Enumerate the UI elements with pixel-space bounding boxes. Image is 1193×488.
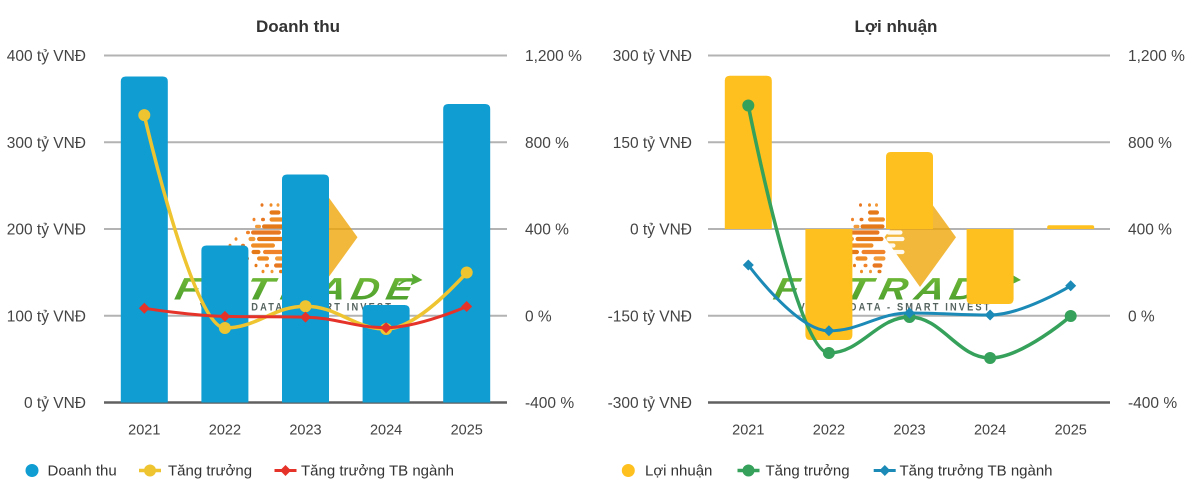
svg-text:Tăng trưởng TB ngành: Tăng trưởng TB ngành	[301, 463, 454, 480]
svg-text:800 %: 800 %	[525, 135, 569, 152]
svg-text:2021: 2021	[732, 423, 764, 439]
svg-text:2023: 2023	[893, 423, 925, 439]
svg-text:-300 tỷ VNĐ: -300 tỷ VNĐ	[608, 395, 692, 412]
svg-text:Lợi nhuận: Lợi nhuận	[855, 17, 938, 36]
svg-text:0 %: 0 %	[525, 308, 552, 325]
svg-text:200 tỷ VNĐ: 200 tỷ VNĐ	[7, 222, 86, 239]
svg-text:2021: 2021	[128, 423, 160, 439]
svg-text:100 tỷ VNĐ: 100 tỷ VNĐ	[7, 308, 86, 325]
svg-text:Tăng trưởng: Tăng trưởng	[168, 463, 252, 480]
svg-text:Lợi nhuận: Lợi nhuận	[645, 463, 712, 480]
svg-text:-150 tỷ VNĐ: -150 tỷ VNĐ	[608, 308, 692, 325]
svg-text:2024: 2024	[370, 423, 402, 439]
svg-text:1,200 %: 1,200 %	[1128, 48, 1185, 65]
svg-text:1,200 %: 1,200 %	[525, 48, 582, 65]
svg-text:2025: 2025	[1055, 423, 1087, 439]
svg-text:2022: 2022	[813, 423, 845, 439]
svg-text:2023: 2023	[289, 423, 321, 439]
svg-text:400 tỷ VNĐ: 400 tỷ VNĐ	[7, 48, 86, 65]
svg-text:0 %: 0 %	[1128, 308, 1155, 325]
svg-text:0 tỷ VNĐ: 0 tỷ VNĐ	[24, 395, 86, 412]
svg-text:Tăng trưởng: Tăng trưởng	[766, 463, 850, 480]
svg-text:-400 %: -400 %	[1128, 395, 1177, 412]
svg-text:2025: 2025	[451, 423, 483, 439]
svg-text:2024: 2024	[974, 423, 1006, 439]
svg-text:800 %: 800 %	[1128, 135, 1172, 152]
svg-text:150 tỷ VNĐ: 150 tỷ VNĐ	[613, 135, 692, 152]
svg-text:Tăng trưởng TB ngành: Tăng trưởng TB ngành	[900, 463, 1053, 480]
svg-text:0 tỷ VNĐ: 0 tỷ VNĐ	[630, 222, 692, 239]
svg-text:300 tỷ VNĐ: 300 tỷ VNĐ	[7, 135, 86, 152]
svg-text:400 %: 400 %	[525, 222, 569, 239]
svg-text:-400 %: -400 %	[525, 395, 574, 412]
svg-text:300 tỷ VNĐ: 300 tỷ VNĐ	[613, 48, 692, 65]
svg-text:Doanh thu: Doanh thu	[48, 463, 117, 480]
svg-text:400 %: 400 %	[1128, 222, 1172, 239]
svg-text:2022: 2022	[209, 423, 241, 439]
svg-text:Doanh thu: Doanh thu	[256, 17, 340, 36]
